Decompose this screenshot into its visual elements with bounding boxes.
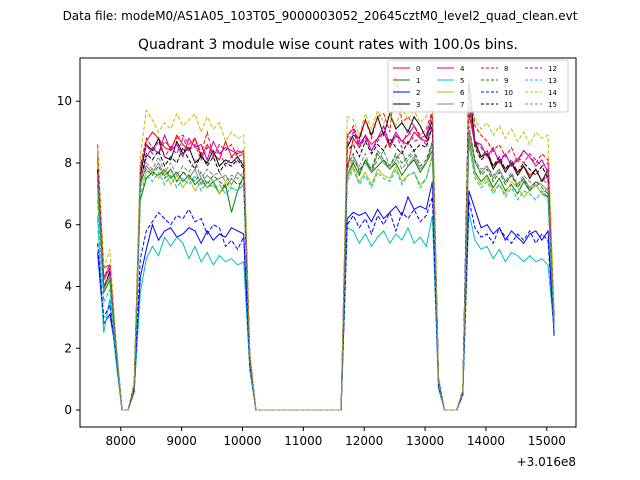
y-tick-label: 4 [64,280,72,294]
legend-label-6: 6 [460,89,465,97]
y-tick-label: 2 [64,341,72,355]
legend-label-3: 3 [416,101,420,109]
figure-suptitle: Data file: modeM0/AS1A05_103T05_90000030… [63,9,578,23]
legend-label-0: 0 [416,65,420,73]
legend-label-1: 1 [416,77,420,85]
legend-label-11: 11 [504,101,513,109]
y-tick-label: 10 [57,94,72,108]
legend-label-8: 8 [504,65,508,73]
x-offset-label: +3.016e8 [517,455,576,469]
x-tick-label: 15000 [528,434,566,448]
series-layer [97,73,555,411]
chart-title: Quadrant 3 module wise count rates with … [138,37,518,53]
legend-label-5: 5 [460,77,464,85]
x-tick-label: 10000 [223,434,261,448]
x-tick-label: 8000 [106,434,137,448]
legend-label-14: 14 [548,89,557,97]
y-tick-label: 6 [64,218,72,232]
legend-label-10: 10 [504,89,513,97]
x-tick-label: 12000 [345,434,383,448]
legend-label-7: 7 [460,101,464,109]
legend-label-15: 15 [548,101,557,109]
y-tick-label: 8 [64,156,72,170]
x-tick-label: 14000 [467,434,505,448]
legend-frame [387,59,569,113]
series-line-9 [97,125,555,411]
legend-label-13: 13 [548,77,557,85]
x-tick-label: 13000 [406,434,444,448]
series-line-14 [97,91,555,411]
series-line-11 [97,79,555,411]
legend-label-12: 12 [548,65,557,73]
series-line-15 [97,128,555,411]
y-axis: 0 2 4 6 8 10 [57,94,80,417]
plot-area: 8000 9000 10000 11000 12000 13000 14000 15000 0… [57,57,577,469]
axes-frame [79,57,577,428]
x-axis: 8000 9000 10000 11000 12000 13000 14000 15000 [106,427,566,448]
legend-label-4: 4 [460,65,465,73]
x-tick-label: 11000 [284,434,322,448]
y-tick-label: 0 [64,403,72,417]
legend-label-9: 9 [504,77,508,85]
legend-label-2: 2 [416,89,420,97]
x-tick-label: 9000 [166,434,197,448]
